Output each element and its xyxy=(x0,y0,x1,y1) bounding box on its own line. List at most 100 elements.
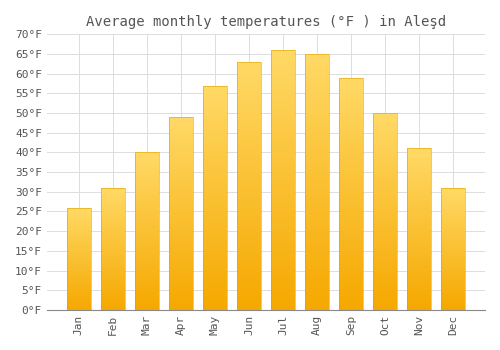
Bar xyxy=(67,264,90,265)
Bar xyxy=(169,256,192,258)
Bar xyxy=(442,262,465,264)
Bar xyxy=(67,258,90,259)
Bar xyxy=(237,67,261,69)
Bar xyxy=(271,190,295,193)
Bar xyxy=(101,272,124,273)
Bar xyxy=(339,150,363,152)
Bar xyxy=(203,220,227,222)
Bar xyxy=(101,278,124,279)
Bar xyxy=(407,160,431,161)
Bar xyxy=(373,251,397,253)
Bar xyxy=(169,119,192,121)
Bar xyxy=(373,192,397,194)
Bar xyxy=(407,252,431,253)
Bar xyxy=(67,219,90,220)
Bar xyxy=(442,254,465,255)
Bar xyxy=(442,296,465,298)
Bar xyxy=(101,273,124,274)
Bar xyxy=(237,198,261,201)
Bar xyxy=(169,219,192,221)
Bar xyxy=(101,268,124,270)
Bar xyxy=(305,295,329,297)
Bar xyxy=(271,263,295,266)
Bar xyxy=(135,250,158,252)
Bar xyxy=(305,184,329,187)
Bar xyxy=(373,308,397,310)
Bar xyxy=(67,276,90,277)
Bar xyxy=(169,267,192,270)
Bar xyxy=(135,153,158,310)
Bar xyxy=(407,221,431,223)
Bar xyxy=(237,106,261,109)
Bar xyxy=(237,126,261,129)
Bar xyxy=(101,219,124,221)
Bar xyxy=(339,275,363,277)
Bar xyxy=(135,157,158,159)
Bar xyxy=(169,290,192,293)
Bar xyxy=(339,129,363,131)
Bar xyxy=(442,189,465,190)
Bar xyxy=(271,211,295,214)
Bar xyxy=(339,266,363,268)
Bar xyxy=(305,62,329,64)
Bar xyxy=(67,301,90,302)
Bar xyxy=(135,160,158,162)
Bar xyxy=(169,252,192,254)
Bar xyxy=(373,190,397,192)
Bar xyxy=(305,197,329,200)
Bar xyxy=(305,276,329,279)
Bar xyxy=(407,192,431,194)
Bar xyxy=(305,218,329,220)
Bar xyxy=(305,228,329,231)
Bar xyxy=(442,199,465,200)
Bar xyxy=(101,234,124,236)
Bar xyxy=(203,187,227,189)
Bar xyxy=(373,154,397,156)
Bar xyxy=(203,279,227,281)
Bar xyxy=(373,239,397,241)
Bar xyxy=(135,163,158,165)
Bar xyxy=(101,277,124,278)
Bar xyxy=(271,224,295,227)
Bar xyxy=(373,208,397,210)
Bar xyxy=(305,269,329,272)
Bar xyxy=(135,264,158,266)
Bar xyxy=(169,158,192,160)
Bar xyxy=(135,237,158,239)
Bar xyxy=(237,89,261,92)
Bar xyxy=(407,150,431,152)
Bar xyxy=(271,307,295,310)
Bar xyxy=(271,284,295,287)
Bar xyxy=(237,176,261,178)
Bar xyxy=(373,145,397,147)
Bar xyxy=(407,260,431,261)
Bar xyxy=(237,250,261,253)
Bar xyxy=(373,172,397,174)
Bar xyxy=(339,180,363,182)
Bar xyxy=(373,142,397,145)
Bar xyxy=(442,214,465,215)
Bar xyxy=(237,77,261,79)
Bar xyxy=(237,99,261,102)
Bar xyxy=(169,188,192,190)
Bar xyxy=(373,247,397,249)
Bar xyxy=(169,206,192,208)
Bar xyxy=(305,254,329,256)
Bar xyxy=(169,300,192,302)
Bar xyxy=(407,274,431,276)
Bar xyxy=(305,172,329,174)
Bar xyxy=(101,190,124,191)
Bar xyxy=(237,117,261,119)
Bar xyxy=(169,214,192,215)
Bar xyxy=(373,117,397,119)
Bar xyxy=(67,266,90,267)
Bar xyxy=(305,161,329,164)
Bar xyxy=(67,246,90,247)
Bar xyxy=(271,152,295,154)
Bar xyxy=(271,273,295,276)
Bar xyxy=(237,64,261,67)
Bar xyxy=(305,126,329,128)
Bar xyxy=(271,149,295,152)
Bar xyxy=(101,205,124,206)
Bar xyxy=(271,162,295,164)
